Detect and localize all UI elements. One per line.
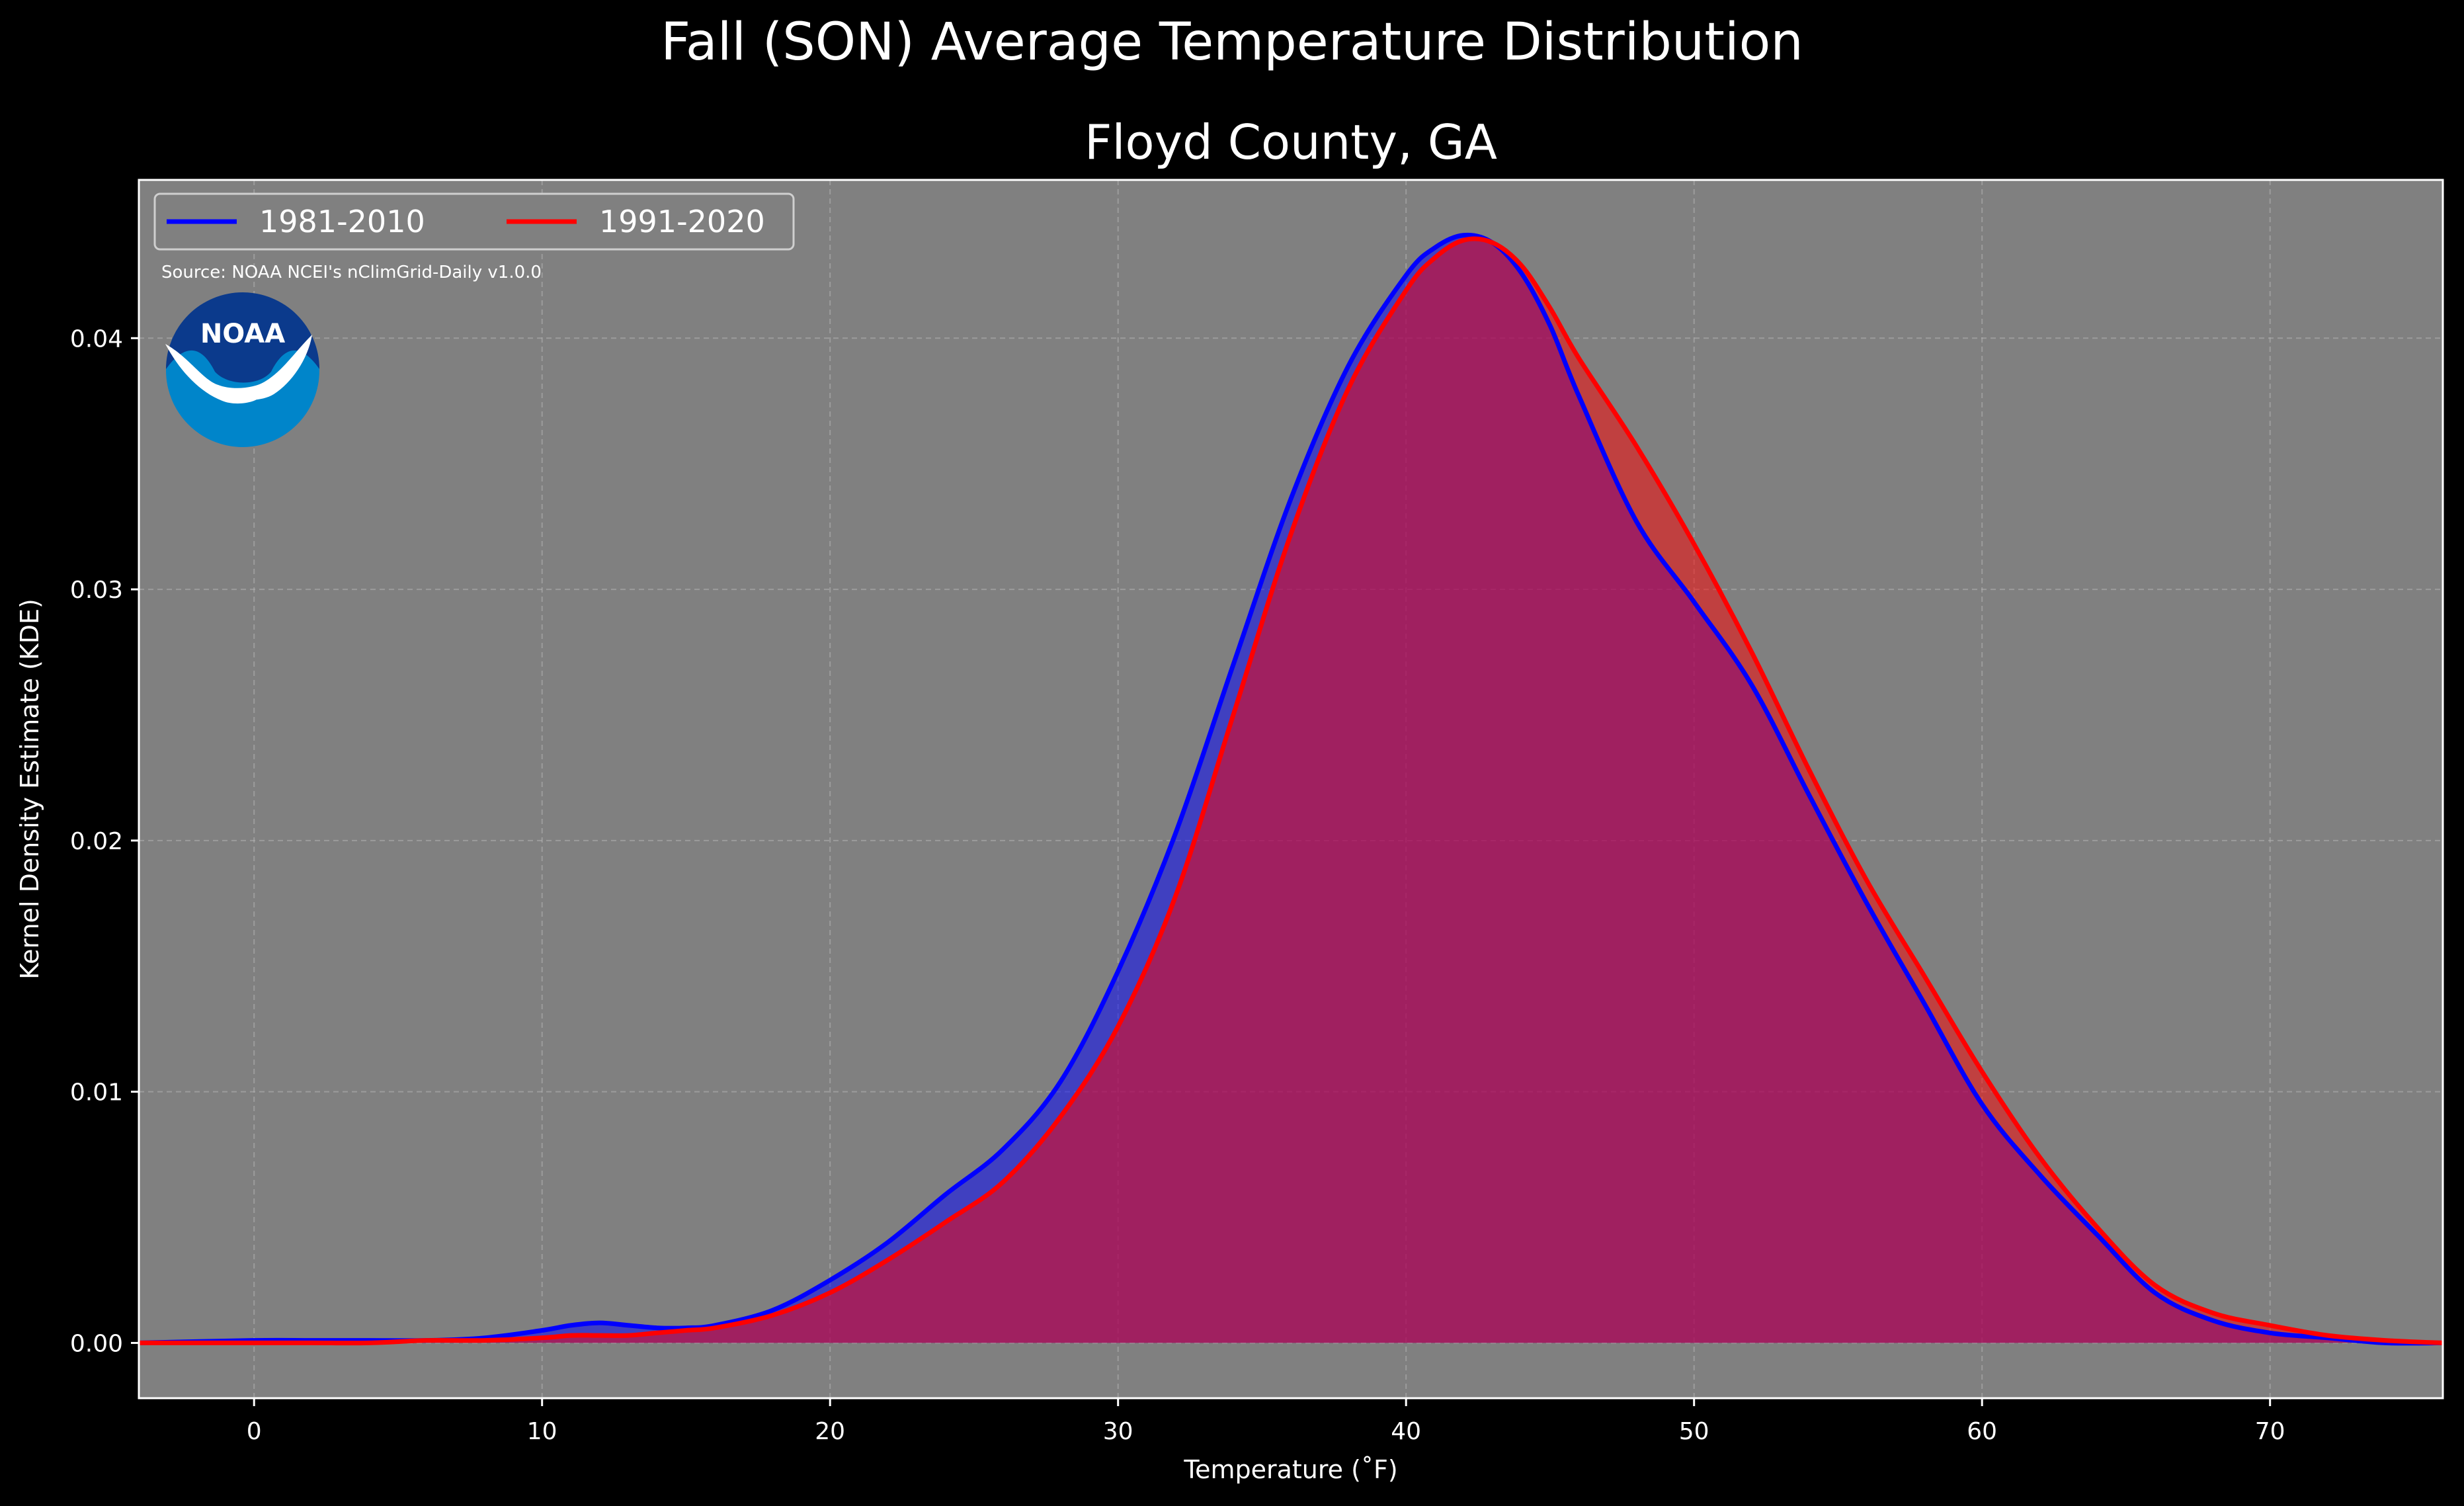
x-tick-label: 70	[2255, 1418, 2285, 1445]
chart-title: Floyd County, GA	[1085, 114, 1497, 170]
legend-label-1991-2020: 1991-2020	[599, 204, 765, 239]
x-axis-ticks: 0 10 20 30 40 50 60 70	[247, 1398, 2285, 1445]
figure-suptitle: Fall (SON) Average Temperature Distribut…	[661, 13, 1803, 72]
legend-label-1981-2010: 1981-2010	[259, 204, 425, 239]
noaa-logo: NOAA	[165, 292, 319, 447]
x-tick-label: 30	[1103, 1418, 1133, 1445]
noaa-logo-dark-blue	[166, 292, 319, 383]
series-line-1991-2020	[138, 236, 2443, 1346]
x-tick-label: 50	[1679, 1418, 1709, 1445]
series-layer	[138, 232, 2443, 1346]
x-tick-label: 40	[1391, 1418, 1421, 1445]
y-tick-label: 0.01	[70, 1079, 123, 1107]
x-tick-label: 0	[247, 1418, 262, 1445]
noaa-logo-text: NOAA	[200, 319, 285, 349]
y-tick-label: 0.00	[70, 1330, 123, 1357]
y-axis-label: Kernel Density Estimate (KDE)	[15, 599, 44, 980]
x-tick-label: 10	[527, 1418, 557, 1445]
source-note: Source: NOAA NCEI's nClimGrid-Daily v1.0…	[161, 263, 542, 282]
series-line-1981-2010	[138, 232, 2443, 1346]
y-tick-label: 0.04	[70, 325, 123, 353]
x-axis-label: Temperature (˚F)	[1183, 1455, 1397, 1484]
x-tick-label: 60	[1967, 1418, 1997, 1445]
y-tick-label: 0.02	[70, 828, 123, 855]
legend-box	[153, 192, 795, 251]
legend: 1981-2010 1991-2020	[153, 192, 795, 251]
y-tick-label: 0.03	[70, 577, 123, 604]
series-area-1991-2020	[139, 239, 2443, 1343]
x-tick-label: 20	[815, 1418, 845, 1445]
y-axis-ticks: 0.00 0.01 0.02 0.03 0.04	[70, 325, 139, 1357]
noaa-logo-gull	[165, 335, 312, 404]
plot-frame	[138, 179, 2444, 1400]
